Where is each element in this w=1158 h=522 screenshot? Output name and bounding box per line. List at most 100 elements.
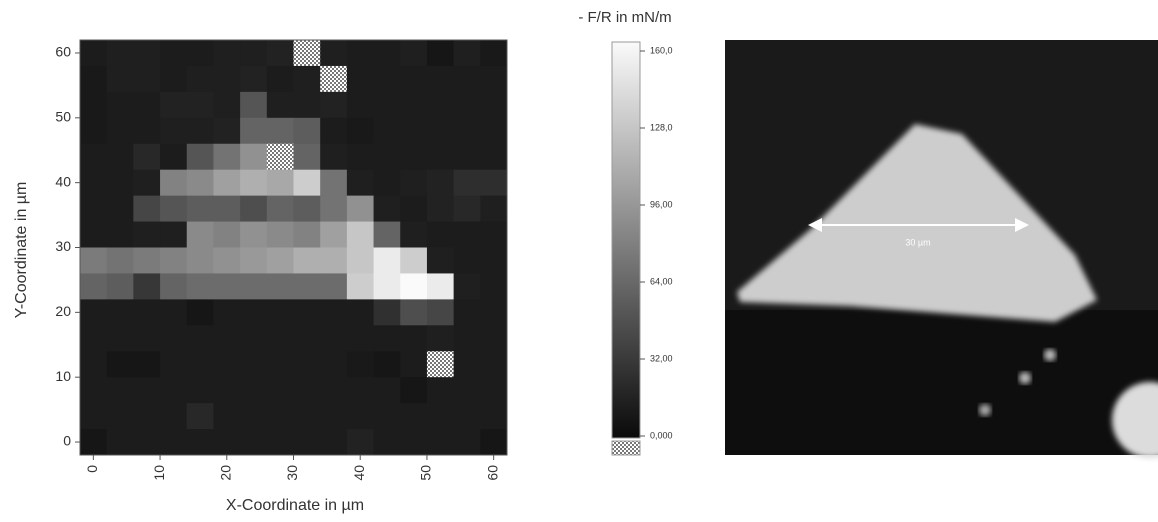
- heatmap-cell: [106, 195, 134, 223]
- heatmap-cell: [80, 65, 108, 93]
- heatmap-cell: [426, 247, 455, 274]
- heatmap-cell: [80, 403, 108, 430]
- scale-label: 30 µm: [905, 237, 930, 247]
- heatmap-cell: [186, 247, 214, 274]
- heatmap-cell: [240, 65, 268, 93]
- heatmap-cell: [106, 117, 134, 145]
- heatmap-cell: [160, 169, 188, 197]
- heatmap-cell: [480, 429, 508, 456]
- heatmap-cell: [266, 221, 294, 248]
- heatmap-cell: [426, 429, 455, 456]
- heatmap-cell: [133, 40, 161, 67]
- heatmap-cell: [373, 403, 401, 430]
- heatmap-cell: [320, 169, 348, 197]
- heatmap-cell: [346, 195, 375, 223]
- heatmap-cell: [293, 65, 321, 93]
- heatmap-cell: [426, 221, 455, 248]
- colorbar-tick-label: 160,0: [650, 45, 673, 55]
- heatmap-cell: [160, 429, 188, 456]
- heatmap-cell: [266, 273, 294, 300]
- heatmap-cell: [480, 273, 508, 300]
- heatmap-cell: [240, 221, 268, 248]
- heatmap-cell: [346, 351, 375, 378]
- heatmap-cell: [320, 91, 348, 119]
- heatmap-cell: [106, 403, 134, 430]
- heatmap-cell: [426, 169, 455, 197]
- heatmap-cell: [346, 403, 375, 430]
- heatmap-cell: [320, 195, 348, 223]
- heatmap-cell: [373, 195, 401, 223]
- heatmap-cell: [80, 299, 108, 326]
- heatmap-cell: [80, 221, 108, 248]
- heatmap-cell: [400, 65, 428, 93]
- heatmap-cell: [400, 299, 428, 326]
- colorbar-tick-label: 128,0: [650, 122, 673, 132]
- heatmap-cell: [293, 221, 321, 248]
- heatmap-cell: [186, 117, 214, 145]
- heatmap-cell: [293, 91, 321, 119]
- heatmap-cell: [320, 117, 348, 145]
- heatmap-cell: [106, 247, 134, 274]
- heatmap-cell: [106, 221, 134, 248]
- heatmap-cell: [400, 351, 428, 378]
- heatmap-cell: [213, 299, 241, 326]
- heatmap-cell: [320, 40, 348, 67]
- heatmap-cell: [480, 117, 508, 145]
- heatmap-cell: [186, 91, 214, 119]
- heatmap-cell: [213, 65, 241, 93]
- heatmap-cell: [373, 143, 401, 171]
- heatmap-cell: [426, 377, 455, 404]
- heatmap-cell: [80, 143, 108, 171]
- heatmap-cell: [213, 143, 241, 171]
- heatmap-cell: [106, 65, 134, 93]
- heatmap-cell: [346, 247, 375, 274]
- heatmap-cell: [80, 325, 108, 352]
- heatmap-cell: [80, 169, 108, 197]
- heatmap-cell: [346, 429, 375, 456]
- heatmap-cell: [480, 169, 508, 197]
- heatmap-cell: [213, 325, 241, 352]
- heatmap-cell: [320, 429, 348, 456]
- heatmap-cell: [266, 169, 294, 197]
- heatmap-cell: [346, 40, 375, 67]
- heatmap-cell: [266, 351, 294, 378]
- heatmap-cell: [106, 91, 134, 119]
- heatmap-cell: [213, 169, 241, 197]
- y-tick-label: 0: [63, 433, 71, 449]
- heatmap-cell: [186, 325, 214, 352]
- heatmap-cell: [80, 40, 108, 67]
- heatmap-cell: [186, 195, 214, 223]
- heatmap-cell: [320, 377, 348, 404]
- heatmap-cell: [400, 91, 428, 119]
- heatmap-cell: [480, 143, 508, 171]
- heatmap-cell: [480, 65, 508, 93]
- x-tick-label: 50: [418, 465, 434, 481]
- heatmap-cell: [320, 351, 348, 378]
- heatmap-cell: [320, 299, 348, 326]
- heatmap-cell: [426, 117, 455, 145]
- heatmap-cell: [373, 325, 401, 352]
- heatmap-cell: [213, 91, 241, 119]
- heatmap-cell: [453, 247, 481, 274]
- heatmap-cell: [373, 169, 401, 197]
- heatmap-cell: [240, 143, 268, 171]
- heatmap-cell: [400, 117, 428, 145]
- heatmap-cell: [400, 143, 428, 171]
- heatmap-cell: [80, 247, 108, 274]
- heatmap-cell: [240, 377, 268, 404]
- heatmap-cell: [426, 143, 455, 171]
- heatmap-cell: [373, 351, 401, 378]
- heatmap-cell: [346, 143, 375, 171]
- heatmap-cell: [106, 325, 134, 352]
- heatmap-cell: [480, 403, 508, 430]
- heatmap-cell: [240, 325, 268, 352]
- heatmap-cell: [160, 195, 188, 223]
- heatmap-cell: [240, 247, 268, 274]
- x-tick-label: 40: [351, 465, 367, 481]
- heatmap-cell: [240, 403, 268, 430]
- heatmap-cell: [133, 429, 161, 456]
- heatmap-cell: [346, 273, 375, 300]
- heatmap-cell: [373, 91, 401, 119]
- heatmap-cell: [186, 273, 214, 300]
- heatmap-cell: [400, 403, 428, 430]
